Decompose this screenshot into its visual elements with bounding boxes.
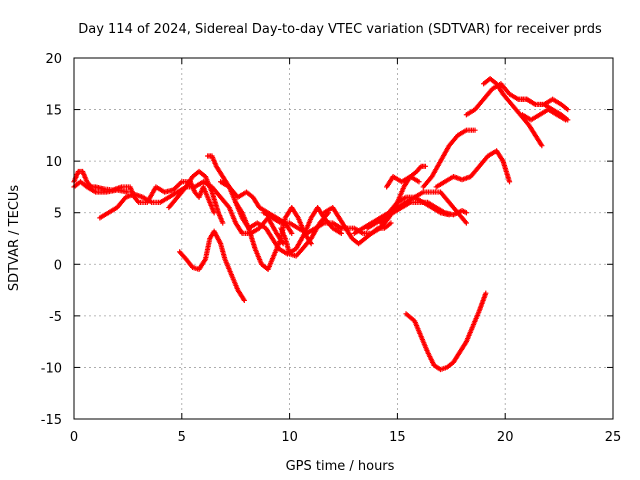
data-point xyxy=(220,220,226,226)
data-series xyxy=(403,290,489,373)
data-point xyxy=(241,297,247,303)
data-series xyxy=(177,228,247,303)
data-series xyxy=(384,174,422,190)
grid-lines xyxy=(74,58,613,419)
data-point xyxy=(125,189,131,195)
plot-frame xyxy=(73,57,614,420)
y-tick-label: 20 xyxy=(45,52,62,67)
data-point xyxy=(539,143,545,149)
data-series xyxy=(97,168,226,226)
chart-title: Day 114 of 2024, Sidereal Day-to-day VTE… xyxy=(78,22,602,37)
data-series xyxy=(166,179,286,247)
data-series xyxy=(71,168,217,216)
data-point xyxy=(463,210,469,216)
x-tick-label: 25 xyxy=(605,430,622,445)
x-tick-label: 5 xyxy=(178,430,186,445)
data-point xyxy=(506,179,513,185)
x-tick-label: 20 xyxy=(497,430,514,445)
data-series xyxy=(420,127,478,190)
data-series xyxy=(71,179,131,195)
data-point xyxy=(562,117,569,123)
data-point xyxy=(472,127,478,133)
x-axis-label: GPS time / hours xyxy=(286,459,395,474)
data-series xyxy=(519,106,569,123)
data-point xyxy=(338,230,344,236)
data-series-layer xyxy=(71,76,571,373)
axis-ticks: 0 5 10 15 20 25 -15 -10 -5 0 5 10 15 20 xyxy=(41,52,622,445)
data-series xyxy=(515,96,571,113)
x-tick-label: 15 xyxy=(389,430,406,445)
y-tick-label: 10 xyxy=(45,155,62,170)
data-series xyxy=(463,81,571,123)
data-series xyxy=(481,76,545,149)
data-point xyxy=(446,212,452,218)
y-tick-label: -10 xyxy=(41,361,62,376)
y-tick-label: 15 xyxy=(45,104,62,119)
x-tick-label: 10 xyxy=(281,430,298,445)
data-point xyxy=(463,220,469,226)
data-point xyxy=(416,179,422,185)
data-point xyxy=(422,163,429,169)
y-tick-label: -15 xyxy=(41,413,62,428)
y-tick-label: 5 xyxy=(54,207,62,222)
data-point xyxy=(483,290,489,296)
y-tick-label: 0 xyxy=(54,258,62,273)
data-point xyxy=(289,230,295,236)
data-point xyxy=(565,106,571,113)
data-series xyxy=(278,210,332,259)
data-series xyxy=(377,194,452,226)
y-tick-label: -5 xyxy=(49,310,62,325)
y-axis-label: SDTVAR / TECUs xyxy=(7,185,22,292)
x-tick-label: 0 xyxy=(70,430,78,445)
data-point xyxy=(388,220,394,226)
data-series xyxy=(433,148,513,190)
